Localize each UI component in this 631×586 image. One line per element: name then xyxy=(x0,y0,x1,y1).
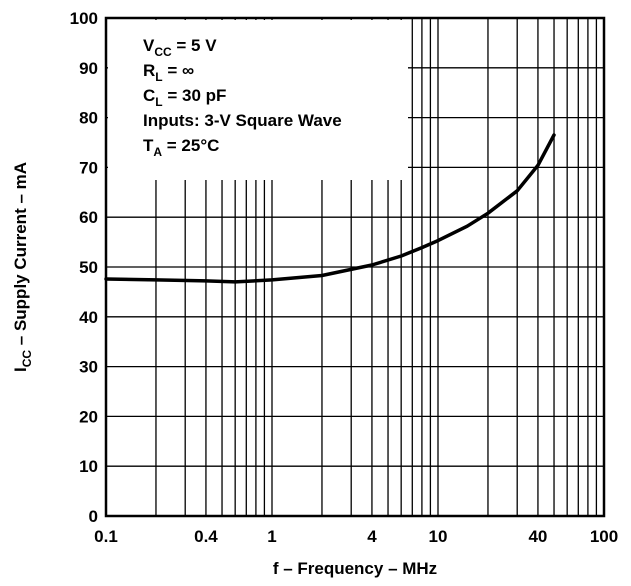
condition-line: RL = ∞ xyxy=(143,61,194,84)
conditions-box xyxy=(108,20,408,180)
y-tick-label: 90 xyxy=(79,59,98,78)
y-tick-label: 60 xyxy=(79,208,98,227)
x-tick-label: 10 xyxy=(429,527,448,546)
x-tick-label: 0.1 xyxy=(94,527,118,546)
y-axis-label-rest: – Supply Current – mA xyxy=(11,162,30,350)
y-tick-label: 10 xyxy=(79,457,98,476)
condition-main: R xyxy=(143,61,155,80)
condition-sub: A xyxy=(153,145,162,159)
y-tick-label: 70 xyxy=(79,158,98,177)
condition-line: TA = 25°C xyxy=(143,136,219,159)
condition-main: V xyxy=(143,36,155,55)
y-axis-label: ICC – Supply Current – mA xyxy=(11,162,34,372)
x-tick-labels: 0.1 0.4 1 4 10 40 100 xyxy=(94,527,618,546)
x-tick-label: 0.4 xyxy=(194,527,218,546)
y-tick-label: 100 xyxy=(70,9,98,28)
condition-rest: = 25°C xyxy=(162,136,219,155)
y-tick-label: 30 xyxy=(79,358,98,377)
y-axis-label-sub: CC xyxy=(20,350,34,368)
condition-sub: L xyxy=(155,95,162,109)
series-line xyxy=(104,133,556,284)
y-axis-label-main: I xyxy=(11,367,30,372)
y-tick-label: 20 xyxy=(79,407,98,426)
condition-rest: = 30 pF xyxy=(163,86,227,105)
x-tick-label: 4 xyxy=(367,527,377,546)
x-tick-label: 100 xyxy=(590,527,618,546)
y-tick-label: 40 xyxy=(79,308,98,327)
condition-rest: = 5 V xyxy=(172,36,218,55)
condition-sub: L xyxy=(155,70,162,84)
condition-main: C xyxy=(143,86,155,105)
plot-border xyxy=(104,16,606,518)
y-tick-labels: 0 10 20 30 40 50 60 70 80 90 100 xyxy=(70,9,98,526)
plot-frame xyxy=(104,16,606,518)
condition-main: T xyxy=(143,136,154,155)
condition-sub: CC xyxy=(154,45,172,59)
y-tick-label: 80 xyxy=(79,109,98,128)
x-tick-label: 1 xyxy=(267,527,276,546)
condition-main: Inputs: 3-V Square Wave xyxy=(143,111,342,130)
condition-line: CL = 30 pF xyxy=(143,86,226,109)
condition-line: Inputs: 3-V Square Wave xyxy=(143,111,342,130)
condition-line: VCC = 5 V xyxy=(143,36,217,59)
x-axis-label: f – Frequency – MHz xyxy=(273,559,437,578)
x-tick-label: 40 xyxy=(528,527,547,546)
condition-rest: = ∞ xyxy=(163,61,195,80)
y-tick-label: 0 xyxy=(89,507,98,526)
y-tick-label: 50 xyxy=(79,258,98,277)
